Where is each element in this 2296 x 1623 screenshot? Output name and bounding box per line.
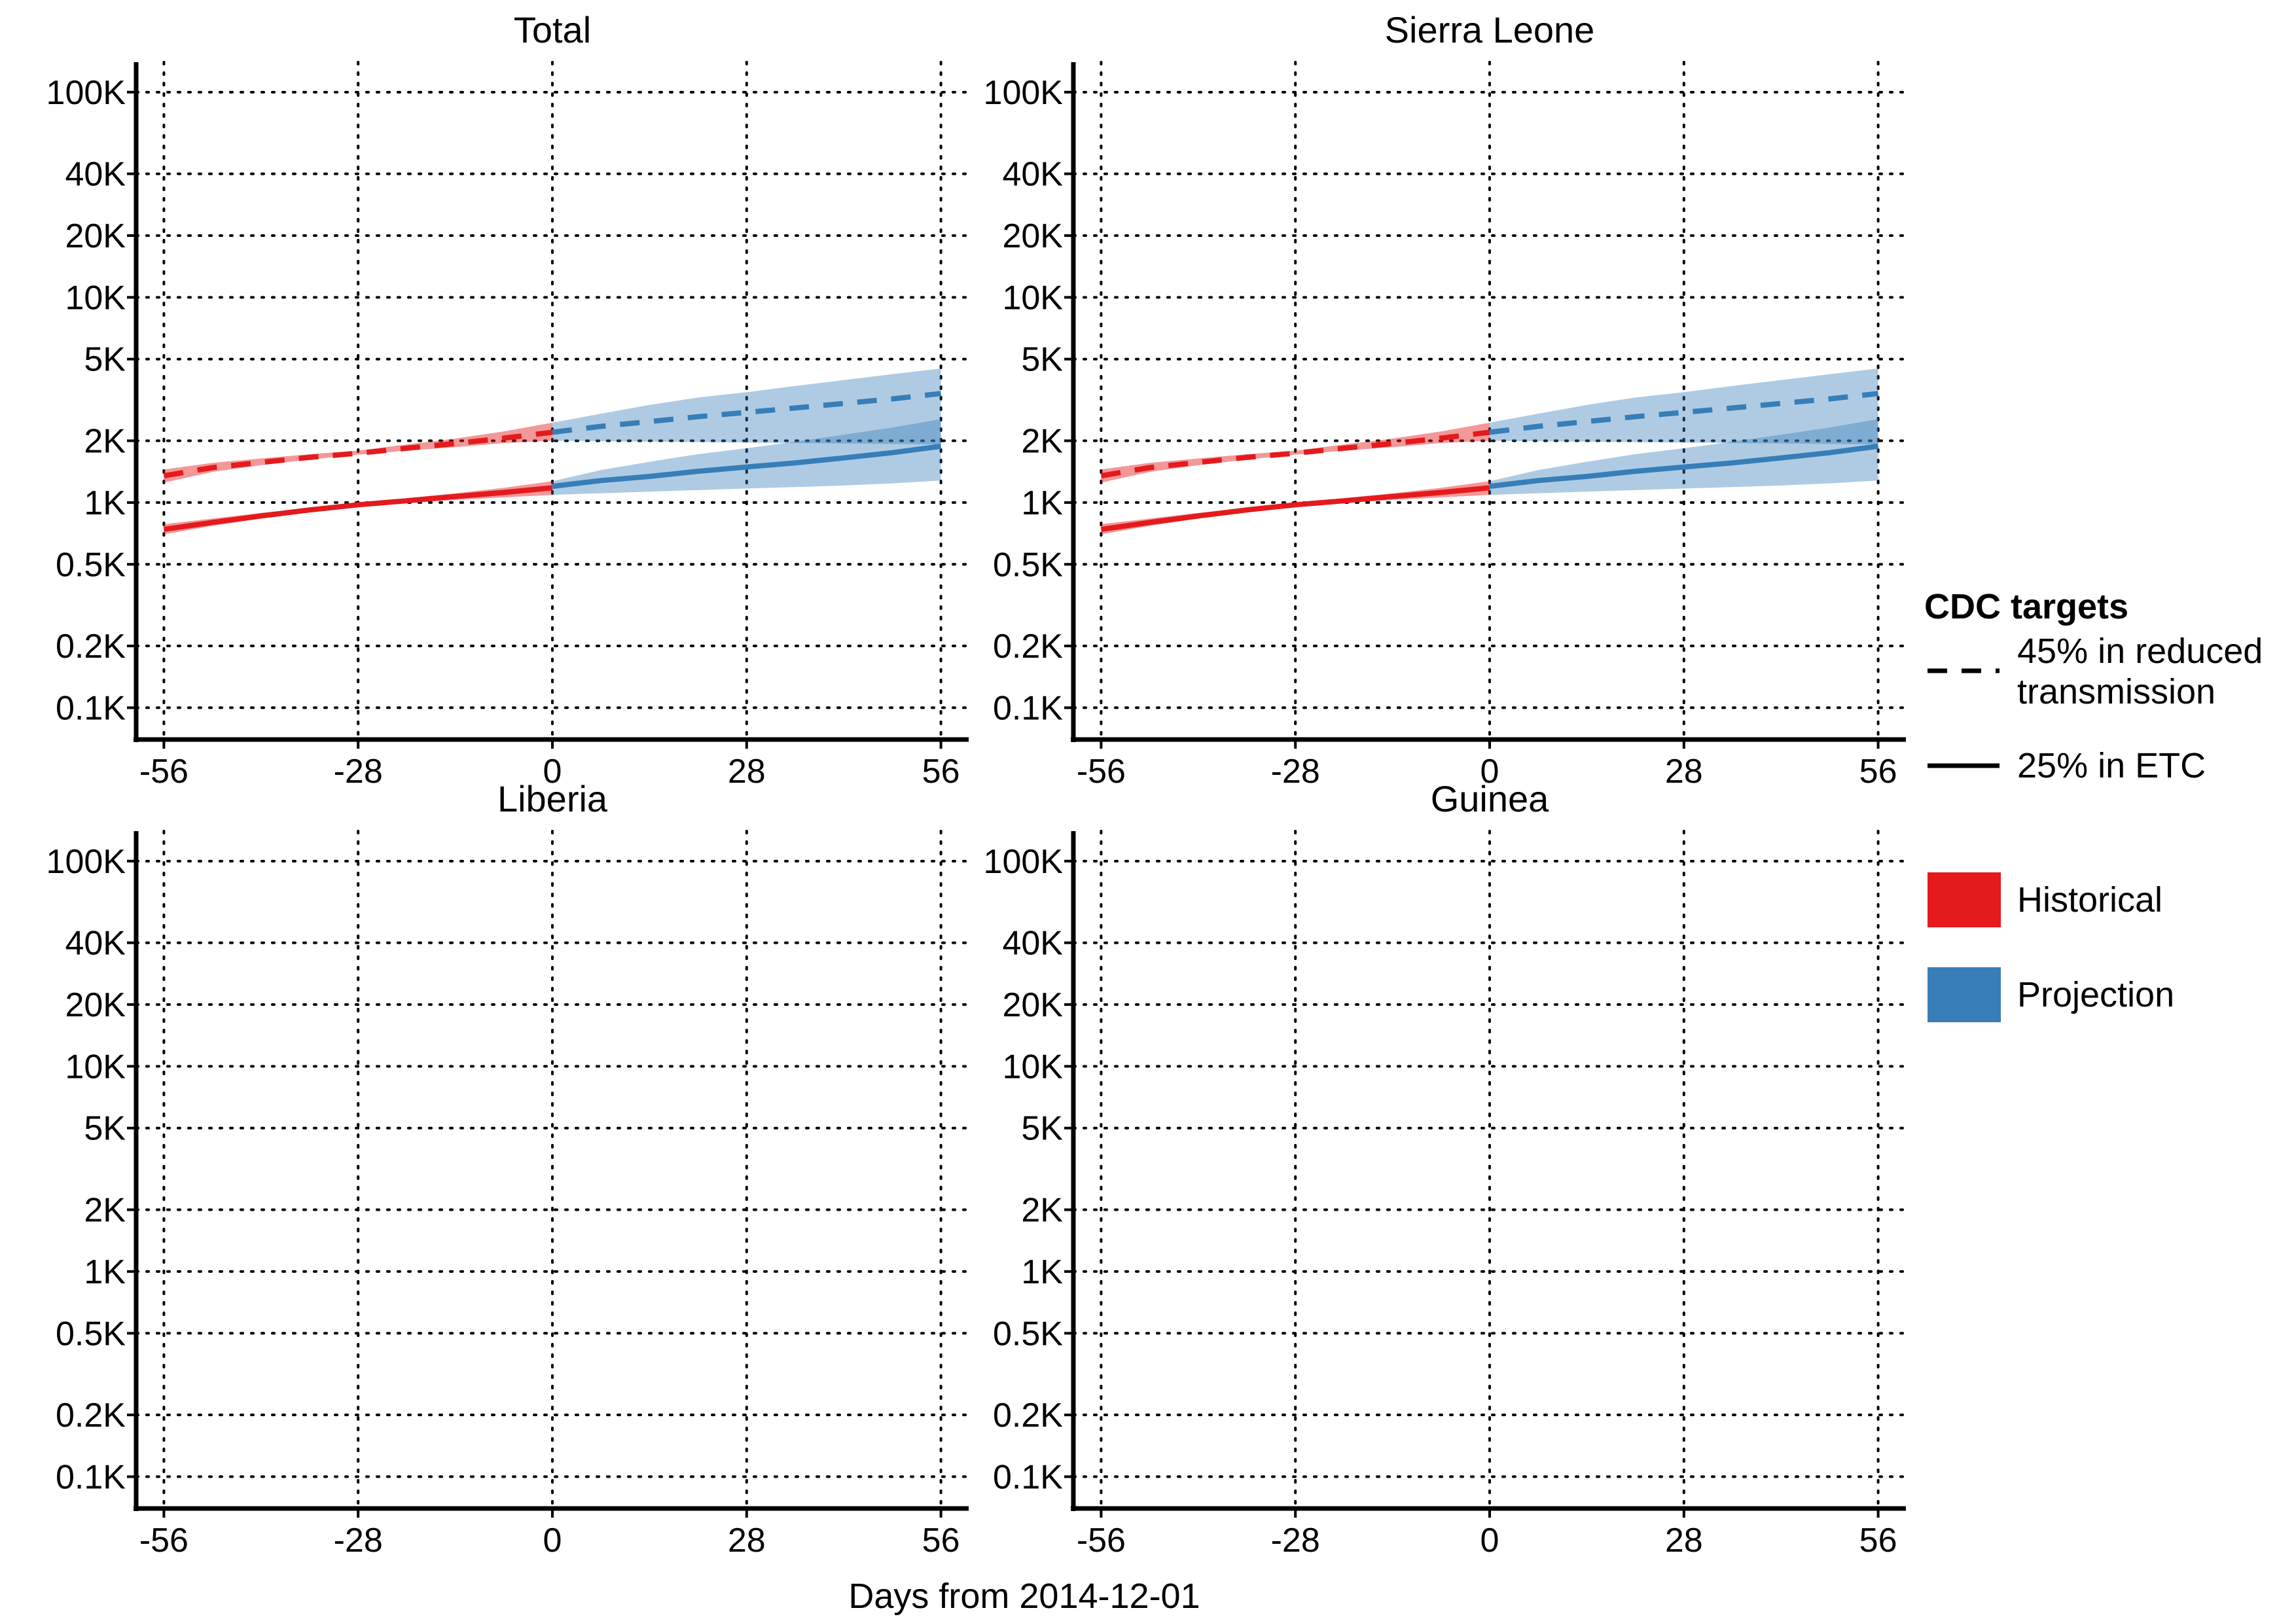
y-tick-label: 100K [984,74,1064,112]
y-tick-label: 1K [1021,1253,1063,1291]
x-tick-label: 0 [543,753,562,791]
y-tick-label: 0.1K [993,689,1063,727]
series-line-historical-45-in-reduced-transmission [1100,429,1490,478]
x-tick-label: -56 [1077,1522,1126,1560]
y-tick-label: 0.5K [993,1315,1063,1353]
y-tick-label: 1K [84,1253,126,1291]
y-tick-label: 5K [1021,341,1063,379]
y-tick-label: 0.2K [993,1397,1063,1435]
series-line-projection-25-in-etc [1489,443,1879,490]
series-line-historical-45-in-reduced-transmission [163,429,553,478]
y-tick-label: 10K [65,279,126,317]
x-tick-label: 28 [1665,1522,1703,1560]
y-tick-label: 0.2K [56,628,126,666]
x-tick-label: 56 [922,1522,960,1560]
y-tick-label: 100K [46,843,126,881]
x-axis-title: Days from 2014-12-01 [848,1577,1200,1616]
y-tick-label: 1K [1021,484,1063,522]
y-tick-label: 2K [84,423,126,461]
y-tick-label: 10K [1002,279,1063,317]
y-tick-label: 20K [65,986,126,1024]
x-tick-label: 28 [728,753,766,791]
series-line-historical-25-in-etc [1100,485,1490,532]
ribbon-historical-25-in-etc [164,481,552,535]
ribbon-historical-45-in-reduced-transmission [1101,422,1490,483]
panel-sierra-leone: Sierra Leone 0.1K 0.2K 0.5K 1K 2K 5K 10K 20K 40K 1… [984,9,1907,791]
y-tick-label: 0.5K [56,1315,126,1353]
x-tick-label: -28 [334,753,383,791]
y-tick-label: 2K [84,1192,126,1230]
series-line-projection-45-in-reduced-transmission [1489,391,1879,435]
legend-title: CDC targets [1924,587,2128,626]
x-tick-label: -56 [139,753,188,791]
ribbon-historical-25-in-etc [1101,481,1490,535]
y-tick-label: 40K [65,925,126,963]
legend-label: Projection [2017,975,2174,1014]
legend-label: 25% in ETC [2017,746,2206,785]
panel-title: Liberia [497,778,608,819]
y-tick-label: 0.1K [56,1458,126,1496]
x-tick-label: 56 [1859,753,1897,791]
y-tick-label: 0.2K [993,628,1063,666]
legend-key-projection-swatch [1928,967,2001,1022]
y-tick-label: 10K [65,1048,126,1086]
y-tick-label: 1K [84,484,126,522]
panel-title: Total [514,9,591,50]
y-tick-label: 20K [1002,217,1063,255]
y-tick-label: 10K [1002,1048,1063,1086]
ribbon-projection-45-in-reduced-transmission [552,368,941,445]
y-tick-label: 0.1K [993,1458,1063,1496]
x-tick-label: -28 [1271,753,1320,791]
y-tick-label: 20K [1002,986,1063,1024]
series-line-historical-25-in-etc [163,485,553,532]
x-tick-label: -28 [334,1522,383,1560]
ribbon-historical-45-in-reduced-transmission [164,422,552,483]
series-line-projection-45-in-reduced-transmission [552,391,942,435]
x-tick-label: 28 [728,1522,766,1560]
panel-total: Total 0.1K 0.2K 0.5K 1K 2K 5K 10K 20K 40K 100K -56 -… [46,9,970,791]
legend-label: Historical [2017,880,2162,919]
y-tick-label: 2K [1021,1192,1063,1230]
y-tick-label: 40K [65,156,126,194]
x-tick-label: -56 [1077,753,1126,791]
panel-title: Guinea [1431,778,1549,819]
x-tick-label: 0 [1480,1522,1499,1560]
x-tick-label: -28 [1271,1522,1320,1560]
panel-guinea: Guinea 0.1K 0.2K 0.5K 1K 2K 5K 10K 20K 40K 100K -56… [984,778,1907,1560]
x-tick-label: 28 [1665,753,1703,791]
x-tick-label: 0 [543,1522,562,1560]
x-tick-label: 0 [1480,753,1499,791]
y-tick-label: 2K [1021,423,1063,461]
legend-label: transmission [2017,672,2215,711]
panel-title: Sierra Leone [1385,9,1595,50]
y-tick-label: 40K [1002,156,1063,194]
x-tick-label: -56 [139,1522,188,1560]
y-tick-label: 0.5K [56,546,126,584]
y-tick-label: 20K [65,217,126,255]
y-tick-label: 100K [984,843,1064,881]
y-tick-label: 0.2K [56,1397,126,1435]
y-tick-label: 5K [1021,1110,1063,1148]
y-tick-label: 5K [84,1110,126,1148]
y-tick-label: 100K [46,74,126,112]
y-tick-label: 0.5K [993,546,1063,584]
legend-key-historical-swatch [1928,872,2001,927]
legend-label: 45% in reduced [2017,632,2263,671]
y-tick-label: 0.1K [56,689,126,727]
x-tick-label: 56 [922,753,960,791]
panel-liberia: Liberia 0.1K 0.2K 0.5K 1K 2K 5K 10K 20K 40K 100K -5… [46,778,970,1560]
y-tick-label: 40K [1002,925,1063,963]
x-tick-label: 56 [1859,1522,1897,1560]
y-tick-label: 5K [84,341,126,379]
series-line-projection-25-in-etc [552,443,942,490]
ribbon-projection-45-in-reduced-transmission [1490,368,1878,445]
